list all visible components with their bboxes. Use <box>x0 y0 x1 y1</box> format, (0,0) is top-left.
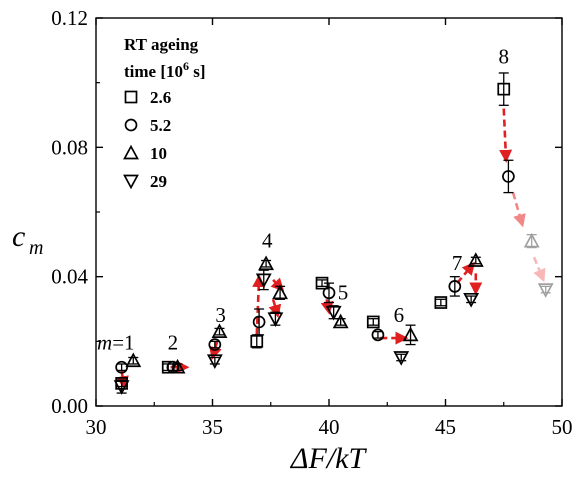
y-axis-title: c m <box>12 220 43 259</box>
series-triangle-down <box>113 269 480 395</box>
peak-label: 3 <box>215 303 226 327</box>
data-point <box>393 351 410 366</box>
data-point <box>332 313 349 329</box>
series-triangle-up <box>125 252 484 374</box>
data-point <box>211 323 228 338</box>
data-point <box>467 252 484 267</box>
data-point <box>206 354 223 370</box>
peak-label: 6 <box>394 303 405 327</box>
peak-label: 8 <box>499 44 510 68</box>
x-tick-label: 45 <box>435 415 456 439</box>
x-tick-label: 50 <box>552 415 572 439</box>
data-points <box>113 72 554 395</box>
data-point <box>402 326 419 342</box>
legend-marker <box>123 144 139 160</box>
data-point <box>252 315 266 329</box>
data-point <box>502 170 515 183</box>
data-point <box>258 255 275 271</box>
peak-label: 4 <box>262 229 273 253</box>
trend-arrow <box>456 261 476 284</box>
legend: RT ageing time [106 s] 2.6 5.2 10 29 <box>123 35 206 191</box>
y-tick-label: 0.00 <box>51 394 88 418</box>
data-point <box>523 232 540 248</box>
trend-arrows <box>116 108 546 390</box>
peak-label: m=1 <box>97 330 135 354</box>
legend-label: 2.6 <box>150 88 171 107</box>
data-point <box>113 380 130 395</box>
y-axis-label-main: c <box>12 220 25 253</box>
legend-marker <box>123 174 139 190</box>
data-point <box>371 328 385 342</box>
peak-label: 7 <box>452 251 463 275</box>
trend-arrow <box>532 256 546 283</box>
series-triangle-down <box>537 283 554 298</box>
x-axis-label: ΔF/kT <box>290 442 368 475</box>
data-point <box>366 315 380 329</box>
y-tick-label: 0.12 <box>51 6 88 30</box>
x-tick-label: 35 <box>202 415 223 439</box>
legend-label: 5.2 <box>150 116 171 135</box>
data-point <box>434 296 448 309</box>
data-point <box>325 305 342 321</box>
legend-marker <box>124 118 138 132</box>
series-circle <box>115 159 515 374</box>
trend-arrow <box>252 274 266 335</box>
trend-arrow <box>511 192 526 228</box>
y-tick-label: 0.08 <box>51 135 88 159</box>
data-point <box>497 82 511 96</box>
x-tick-label: 30 <box>86 415 107 439</box>
peak-annotations: m=1 2 3 4 5 6 7 8 <box>97 44 509 354</box>
data-point <box>537 283 554 298</box>
data-point <box>208 338 222 351</box>
legend-title-line2: time [106 s] <box>124 59 206 81</box>
y-tick-label: 0.04 <box>51 265 88 289</box>
x-tick-label: 40 <box>319 415 340 439</box>
data-point <box>267 312 284 327</box>
data-point <box>322 286 336 300</box>
trend-arrow <box>499 108 513 163</box>
trend-arrow <box>320 299 334 315</box>
y-axis-label-sub: m <box>29 237 43 259</box>
data-point <box>125 352 142 368</box>
axis-ticks: 30 35 40 45 500.000.040.080.12 <box>51 6 572 439</box>
data-point <box>255 273 272 289</box>
peak-label: 2 <box>168 330 179 354</box>
data-point <box>115 360 128 374</box>
data-point <box>463 292 480 308</box>
data-point <box>169 358 186 374</box>
legend-marker <box>124 90 138 104</box>
series-triangle-up <box>523 232 540 249</box>
legend-label: 29 <box>150 172 167 191</box>
peak-label: 5 <box>338 280 349 304</box>
data-point <box>448 280 462 293</box>
data-point <box>250 334 264 348</box>
legend-title-line1: RT ageing <box>124 35 199 54</box>
data-point <box>272 284 288 300</box>
legend-label: 10 <box>150 144 167 163</box>
